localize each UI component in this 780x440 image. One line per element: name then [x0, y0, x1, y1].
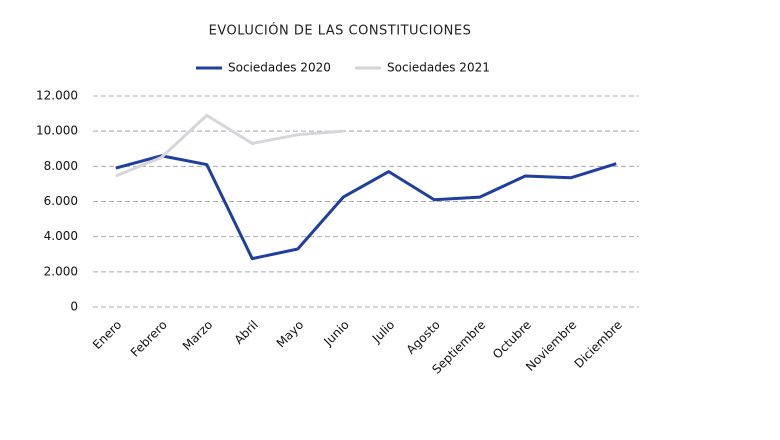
legend-label: Sociedades 2021: [387, 61, 490, 75]
y-tick-label: 2.000: [44, 264, 78, 278]
series-line: [115, 113, 344, 178]
x-tick-label: Mayo: [274, 318, 307, 351]
x-tick-label: Enero: [90, 318, 124, 352]
series-line: [115, 154, 617, 261]
x-tick-label: Diciembre: [572, 318, 625, 371]
y-tick-label: 6.000: [44, 194, 78, 208]
x-tick-label: Junio: [320, 318, 351, 349]
x-tick-label: Julio: [369, 318, 397, 346]
y-tick-label: 10.000: [36, 124, 78, 138]
x-tick-label: Febrero: [128, 318, 170, 360]
x-tick-label: Marzo: [180, 318, 216, 354]
x-tick-label: Abril: [232, 318, 261, 347]
x-tick-label: Octubre: [490, 318, 534, 362]
y-tick-label: 8.000: [44, 159, 78, 173]
y-tick-label: 12.000: [36, 89, 78, 103]
y-tick-label: 4.000: [44, 229, 78, 243]
y-tick-label: 0: [70, 300, 78, 314]
legend-label: Sociedades 2020: [228, 61, 331, 75]
x-tick-label: Agosto: [404, 318, 443, 357]
chart-title: EVOLUCIÓN DE LAS CONSTITUCIONES: [209, 23, 472, 39]
